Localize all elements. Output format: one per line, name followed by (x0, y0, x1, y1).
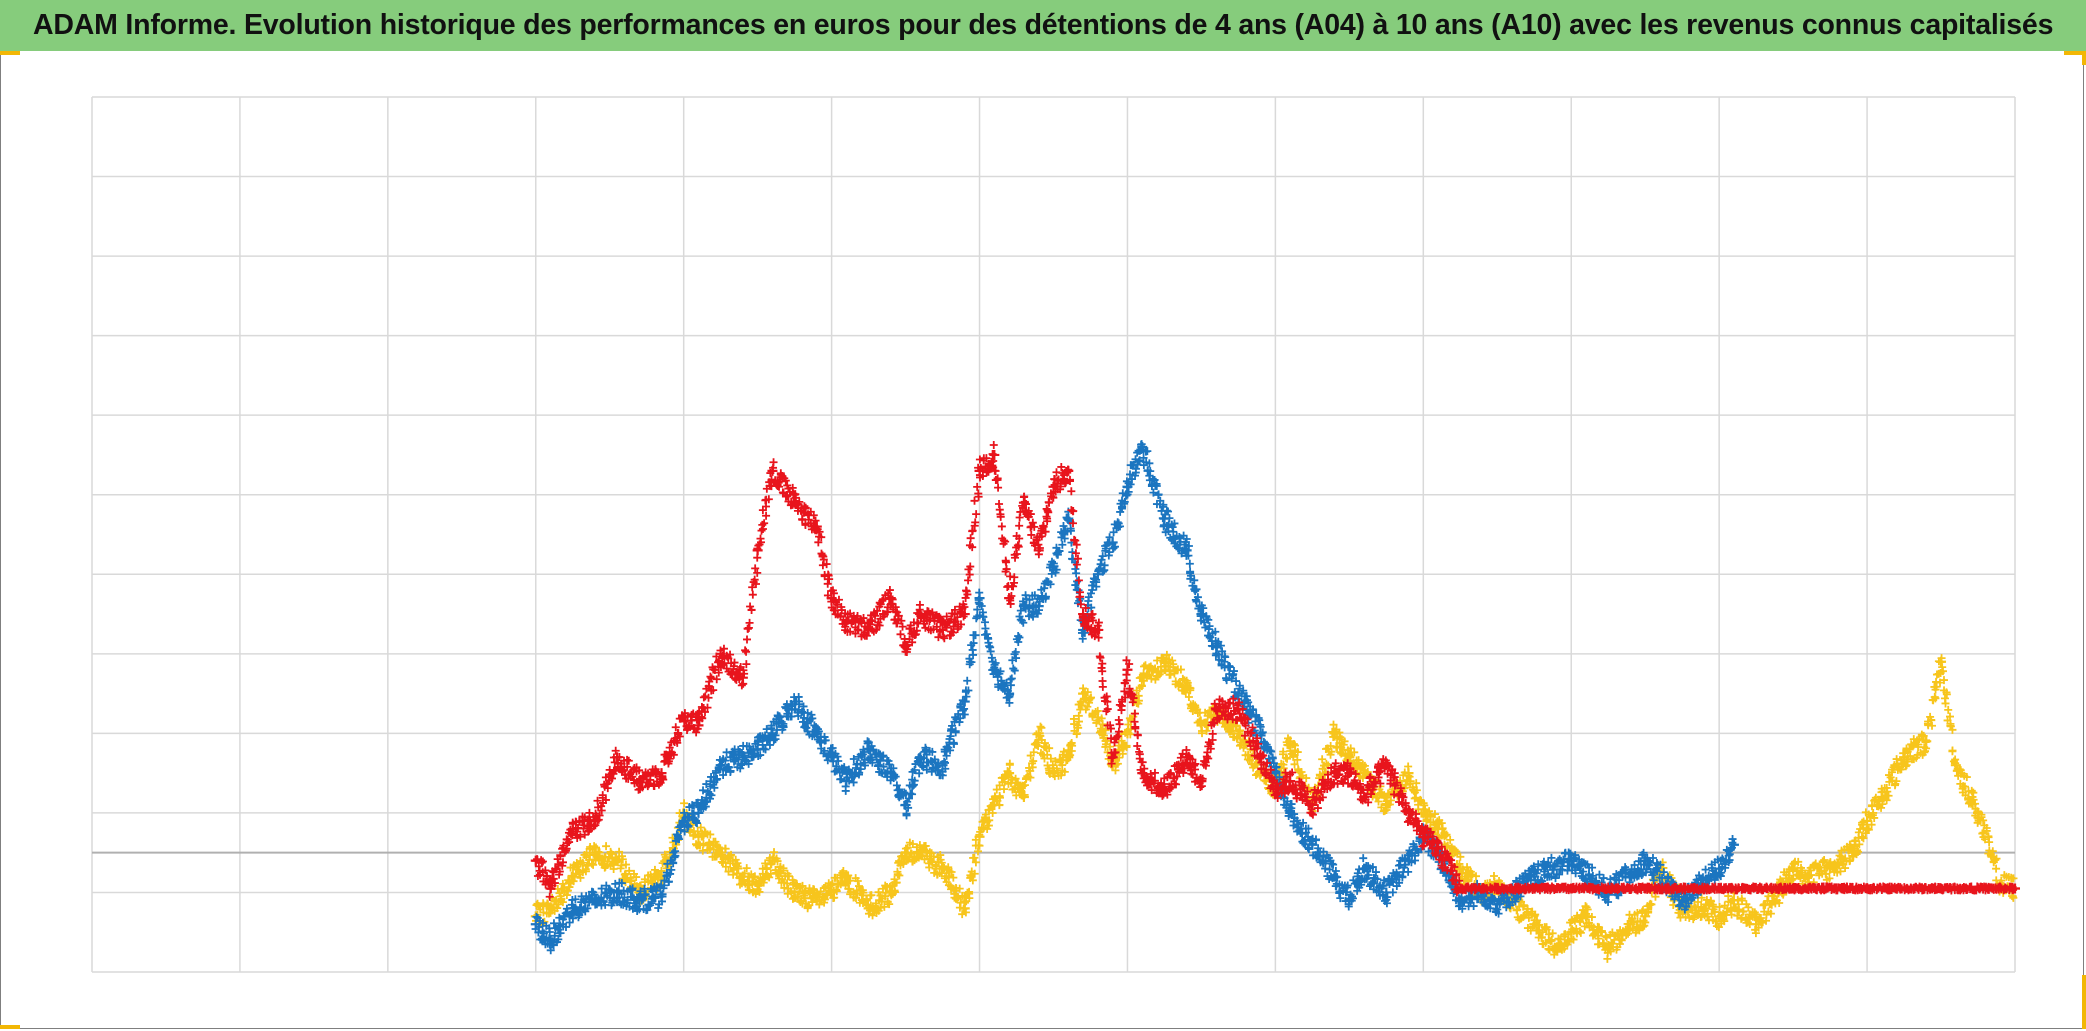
title-bar: ADAM Informe. Evolution historique des p… (0, 0, 2086, 51)
data-point (1122, 665, 1132, 675)
corner-accent-bottom-left (0, 1025, 20, 1029)
corner-accent-bottom-right (2082, 975, 2086, 1029)
chart-title: ADAM Informe. Evolution historique des p… (0, 9, 2053, 42)
data-point (1004, 593, 1014, 603)
corner-accent-top-right-vertical (2082, 51, 2086, 65)
gridlines (92, 97, 2015, 972)
corner-accent-top-left (0, 51, 20, 55)
